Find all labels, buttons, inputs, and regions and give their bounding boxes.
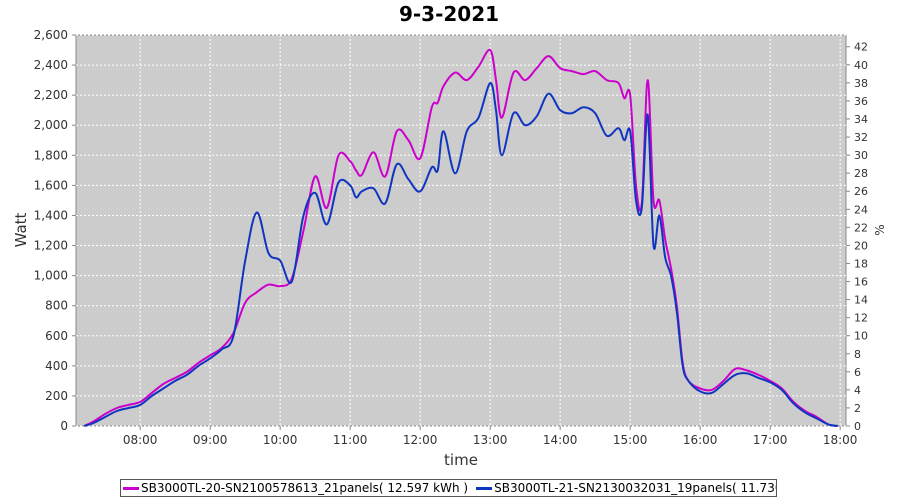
x-tick-label: 10:00	[263, 433, 298, 447]
y2-tick-label: 12	[854, 312, 868, 325]
series-line-1	[83, 48, 838, 427]
y-tick-label: 2,400	[34, 58, 68, 72]
legend-swatch-series-2	[476, 486, 493, 490]
legend-swatch-series-1	[123, 486, 139, 490]
series-lines	[83, 48, 838, 427]
y2-tick-label: 20	[854, 239, 868, 252]
y2-tick-label: 24	[854, 203, 868, 216]
plot-area	[75, 34, 847, 427]
y-tick-label: 1,800	[34, 148, 68, 162]
x-tick-label: 08:00	[123, 433, 158, 447]
y2-tick-label: 34	[854, 113, 868, 126]
x-tick-label: 09:00	[193, 433, 228, 447]
y-tick-label: 1,200	[34, 239, 68, 253]
x-tick-label: 16:00	[683, 433, 718, 447]
chart-title: 9-3-2021	[399, 2, 499, 26]
y2-tick-label: 26	[854, 185, 868, 198]
legend-item-series-2[interactable]: SB3000TL-21-SN2130032031_19panels( 11.73…	[476, 481, 776, 495]
x-tick-label: 15:00	[613, 433, 648, 447]
y-tick-label: 600	[45, 329, 68, 343]
y-tick-label: 200	[45, 389, 68, 403]
legend-label-series-2: SB3000TL-21-SN2130032031_19panels( 11.73…	[494, 481, 776, 495]
legend-label-series-1: SB3000TL-20-SN2100578613_21panels( 12.59…	[141, 481, 469, 495]
y2-tick-label: 40	[854, 59, 868, 72]
y-tick-label: 1,000	[34, 269, 68, 283]
y-tick-label: 1,600	[34, 178, 68, 192]
x-tick-label: 14:00	[543, 433, 578, 447]
x-tick-label: 11:00	[333, 433, 368, 447]
y2-tick-label: 28	[854, 167, 868, 180]
x-axis-title: time	[444, 451, 478, 469]
x-tick-label: 17:00	[753, 433, 788, 447]
y2-tick-label: 30	[854, 149, 868, 162]
y2-tick-label: 18	[854, 257, 868, 270]
y2-tick-label: 4	[854, 384, 861, 397]
x-tick-label: 12:00	[403, 433, 438, 447]
y-tick-label: 1,400	[34, 208, 68, 222]
x-tick-label: 13:00	[473, 433, 508, 447]
y2-tick-label: 22	[854, 221, 868, 234]
y2-tick-label: 6	[854, 366, 861, 379]
y2-tick-label: 38	[854, 77, 868, 90]
y2-tick-label: 36	[854, 95, 868, 108]
y2-tick-label: 32	[854, 131, 868, 144]
y-axis-title: Watt	[12, 212, 30, 247]
legend-item-series-1[interactable]: SB3000TL-20-SN2100578613_21panels( 12.59…	[123, 481, 474, 495]
y-axis-ticks: 0 200 400 600 800 1,000 1,200 1,400 1,600 1,800 2,…	[34, 28, 76, 433]
y-tick-label: 2,000	[34, 118, 68, 132]
y2-tick-label: 14	[854, 294, 868, 307]
y2-tick-label: 0	[854, 420, 861, 433]
series-line-2	[83, 82, 838, 427]
y2-axis-title: %	[873, 224, 887, 235]
y2-tick-label: 8	[854, 348, 861, 361]
y-tick-label: 2,200	[34, 88, 68, 102]
y-tick-label: 800	[45, 299, 68, 313]
x-axis-ticks: 08:00 09:00 10:00 11:00 12:00 13:00 14:00 15:00…	[123, 426, 858, 447]
legend: SB3000TL-20-SN2100578613_21panels( 12.59…	[120, 479, 777, 497]
y-tick-label: 0	[60, 419, 68, 433]
y-tick-label: 2,600	[34, 28, 68, 42]
y2-tick-label: 42	[854, 41, 868, 54]
y2-tick-label: 10	[854, 330, 868, 343]
y2-tick-label: 16	[854, 276, 868, 289]
x-tick-label: 18:00	[823, 433, 858, 447]
y2-tick-label: 2	[854, 402, 861, 415]
y-tick-label: 400	[45, 359, 68, 373]
